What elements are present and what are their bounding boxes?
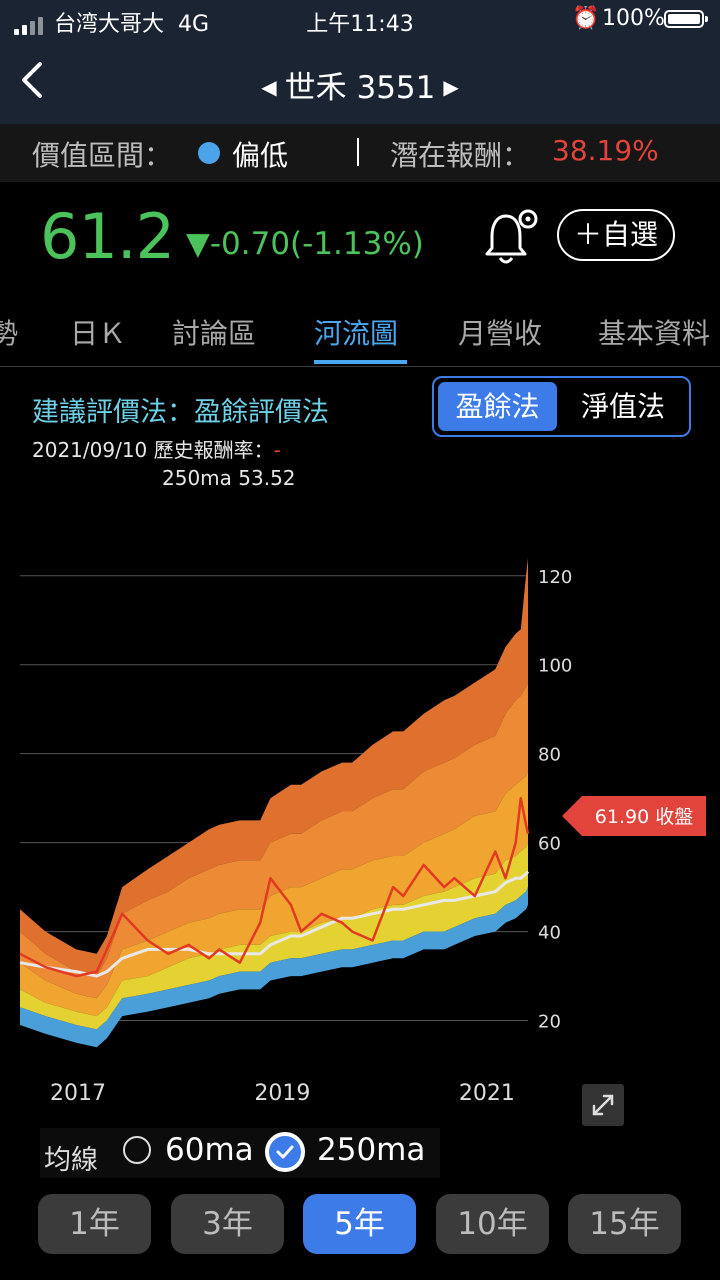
valuation-bar: 價值區間： 偏低 潛在報酬： 38.19% bbox=[0, 124, 720, 182]
ma-label: 均線 bbox=[44, 1145, 98, 1176]
battery-percent: 100% bbox=[602, 6, 665, 31]
tab-river-chart[interactable]: 河流圖 bbox=[314, 317, 399, 350]
tab-monthly-revenue[interactable]: 月營收 bbox=[458, 317, 543, 350]
y-tick-label: 100 bbox=[538, 656, 572, 677]
earnings-method-button[interactable]: 盈餘法 bbox=[438, 382, 557, 431]
period-15y-button[interactable]: 15年 bbox=[568, 1194, 681, 1254]
river-band-3 bbox=[20, 682, 528, 999]
checked-radio-250ma-icon[interactable] bbox=[265, 1132, 305, 1172]
valuation-method-title: 建議評價法：盈餘評價法 bbox=[32, 397, 329, 428]
prev-arrow-icon[interactable]: ◀ bbox=[261, 75, 277, 99]
info-date: 2021/09/10 bbox=[32, 438, 148, 462]
quote-row: 61.2 ▼-0.70(-1.13%) ＋自選 bbox=[0, 182, 720, 294]
potential-reward-value: 38.19% bbox=[552, 134, 659, 167]
next-arrow-icon[interactable]: ▶ bbox=[443, 75, 459, 99]
x-tick-label: 2017 bbox=[50, 1081, 106, 1106]
ma-toggle-row: 均線 60ma 250ma bbox=[40, 1128, 440, 1178]
clock: 上午11:43 bbox=[306, 12, 414, 37]
x-tick-label: 2019 bbox=[254, 1081, 310, 1106]
price-change: ▼-0.70(-1.13%) bbox=[186, 226, 424, 262]
status-bar: 台湾大哥大 4G 上午11:43 ⏰ 100% bbox=[0, 0, 720, 40]
valuation-value: 偏低 bbox=[232, 139, 289, 172]
history-info: 2021/09/10 歷史報酬率：- 250ma 53.52 bbox=[32, 436, 296, 490]
divider bbox=[357, 138, 359, 166]
back-chevron-icon[interactable] bbox=[14, 58, 54, 102]
option-250ma-label[interactable]: 250ma bbox=[317, 1132, 426, 1168]
valuation-label: 價值區間： bbox=[32, 139, 173, 172]
radio-60ma[interactable] bbox=[123, 1136, 151, 1164]
battery-icon bbox=[664, 10, 708, 28]
y-tick-label: 40 bbox=[538, 923, 561, 944]
stock-name: 世禾 3551 bbox=[284, 70, 436, 106]
river-band-1 bbox=[20, 842, 528, 1030]
valuation-dot-icon bbox=[198, 142, 220, 164]
tab-trend[interactable]: 勢 bbox=[0, 317, 19, 350]
river-band-2 bbox=[20, 771, 528, 1017]
option-60ma-label[interactable]: 60ma bbox=[165, 1132, 254, 1168]
info-return-value: - bbox=[273, 438, 281, 462]
tab-basic-info[interactable]: 基本資料 bbox=[598, 317, 711, 350]
period-5y-button[interactable]: 5年 bbox=[303, 1194, 416, 1254]
y-tick-label: 20 bbox=[538, 1012, 561, 1033]
y-tick-label: 60 bbox=[538, 834, 561, 855]
close-price-line bbox=[19, 796, 530, 978]
stock-title: ◀ 世禾 3551 ▶ bbox=[0, 62, 720, 107]
potential-reward-label: 潛在報酬： bbox=[390, 139, 531, 172]
period-1y-button[interactable]: 1年 bbox=[38, 1194, 151, 1254]
tab-daily-k[interactable]: 日Ｋ bbox=[70, 317, 127, 350]
signal-icon bbox=[14, 10, 46, 35]
expand-icon[interactable] bbox=[582, 1084, 624, 1126]
info-return-label: 歷史報酬率： bbox=[153, 438, 274, 462]
current-price: 61.2 bbox=[40, 200, 175, 273]
close-price-tag bbox=[562, 795, 706, 836]
x-tick-label: 2021 bbox=[459, 1081, 515, 1106]
y-tick-label: 80 bbox=[538, 745, 561, 766]
period-3y-button[interactable]: 3年 bbox=[171, 1194, 284, 1254]
tab-discussion[interactable]: 討論區 bbox=[172, 317, 257, 350]
info-ma-value: 250ma 53.52 bbox=[162, 466, 296, 490]
nav-bar: ◀ 世禾 3551 ▶ bbox=[0, 40, 720, 124]
y-tick-label: 120 bbox=[538, 567, 572, 588]
ma250-line bbox=[19, 870, 530, 978]
river-band-0 bbox=[20, 887, 528, 1048]
river-chart[interactable]: 20 40 60 80 100 120 2017 2019 2021 61.90 收盤 bbox=[0, 540, 720, 1120]
carrier-label: 台湾大哥大 4G bbox=[54, 12, 210, 37]
active-tab-indicator bbox=[314, 360, 407, 364]
bell-settings-icon[interactable] bbox=[482, 206, 542, 270]
tab-bar: 勢 日Ｋ 討論區 河流圖 月營收 基本資料 bbox=[0, 294, 720, 367]
alarm-icon: ⏰ bbox=[572, 6, 600, 31]
add-watchlist-button[interactable]: ＋自選 bbox=[557, 209, 675, 261]
book-value-method-button[interactable]: 淨值法 bbox=[580, 390, 665, 423]
close-price-tag-label: 61.90 收盤 bbox=[595, 806, 693, 828]
method-segmented-control: 盈餘法 淨值法 bbox=[432, 376, 691, 437]
river-band-4 bbox=[20, 558, 528, 977]
period-10y-button[interactable]: 10年 bbox=[436, 1194, 549, 1254]
